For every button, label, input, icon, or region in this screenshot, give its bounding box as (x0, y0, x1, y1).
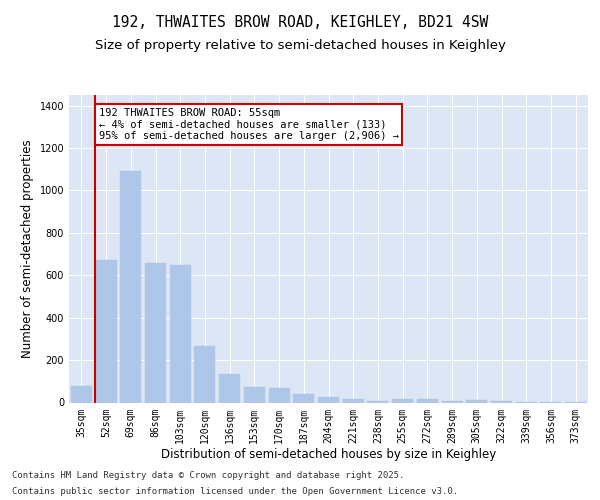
Text: Contains HM Land Registry data © Crown copyright and database right 2025.: Contains HM Land Registry data © Crown c… (12, 472, 404, 480)
Bar (417, 400, 438, 402)
Bar (343, 400, 364, 402)
Bar (120, 172, 141, 402)
Bar (293, 394, 314, 402)
Bar (170, 264, 191, 402)
Text: 192 THWAITES BROW ROAD: 55sqm
← 4% of semi-detached houses are smaller (133)
95%: 192 THWAITES BROW ROAD: 55sqm ← 4% of se… (98, 108, 398, 141)
Bar (71, 386, 92, 402)
Bar (194, 346, 215, 403)
Text: Size of property relative to semi-detached houses in Keighley: Size of property relative to semi-detach… (95, 38, 505, 52)
Text: Contains public sector information licensed under the Open Government Licence v3: Contains public sector information licen… (12, 486, 458, 496)
Bar (244, 386, 265, 402)
Bar (219, 374, 240, 402)
Bar (95, 260, 116, 402)
Bar (367, 401, 388, 402)
Bar (466, 400, 487, 402)
Text: 192, THWAITES BROW ROAD, KEIGHLEY, BD21 4SW: 192, THWAITES BROW ROAD, KEIGHLEY, BD21 … (112, 15, 488, 30)
Y-axis label: Number of semi-detached properties: Number of semi-detached properties (21, 140, 34, 358)
Bar (269, 388, 290, 402)
Bar (392, 400, 413, 402)
X-axis label: Distribution of semi-detached houses by size in Keighley: Distribution of semi-detached houses by … (161, 448, 496, 461)
Bar (318, 397, 339, 402)
Bar (145, 262, 166, 402)
